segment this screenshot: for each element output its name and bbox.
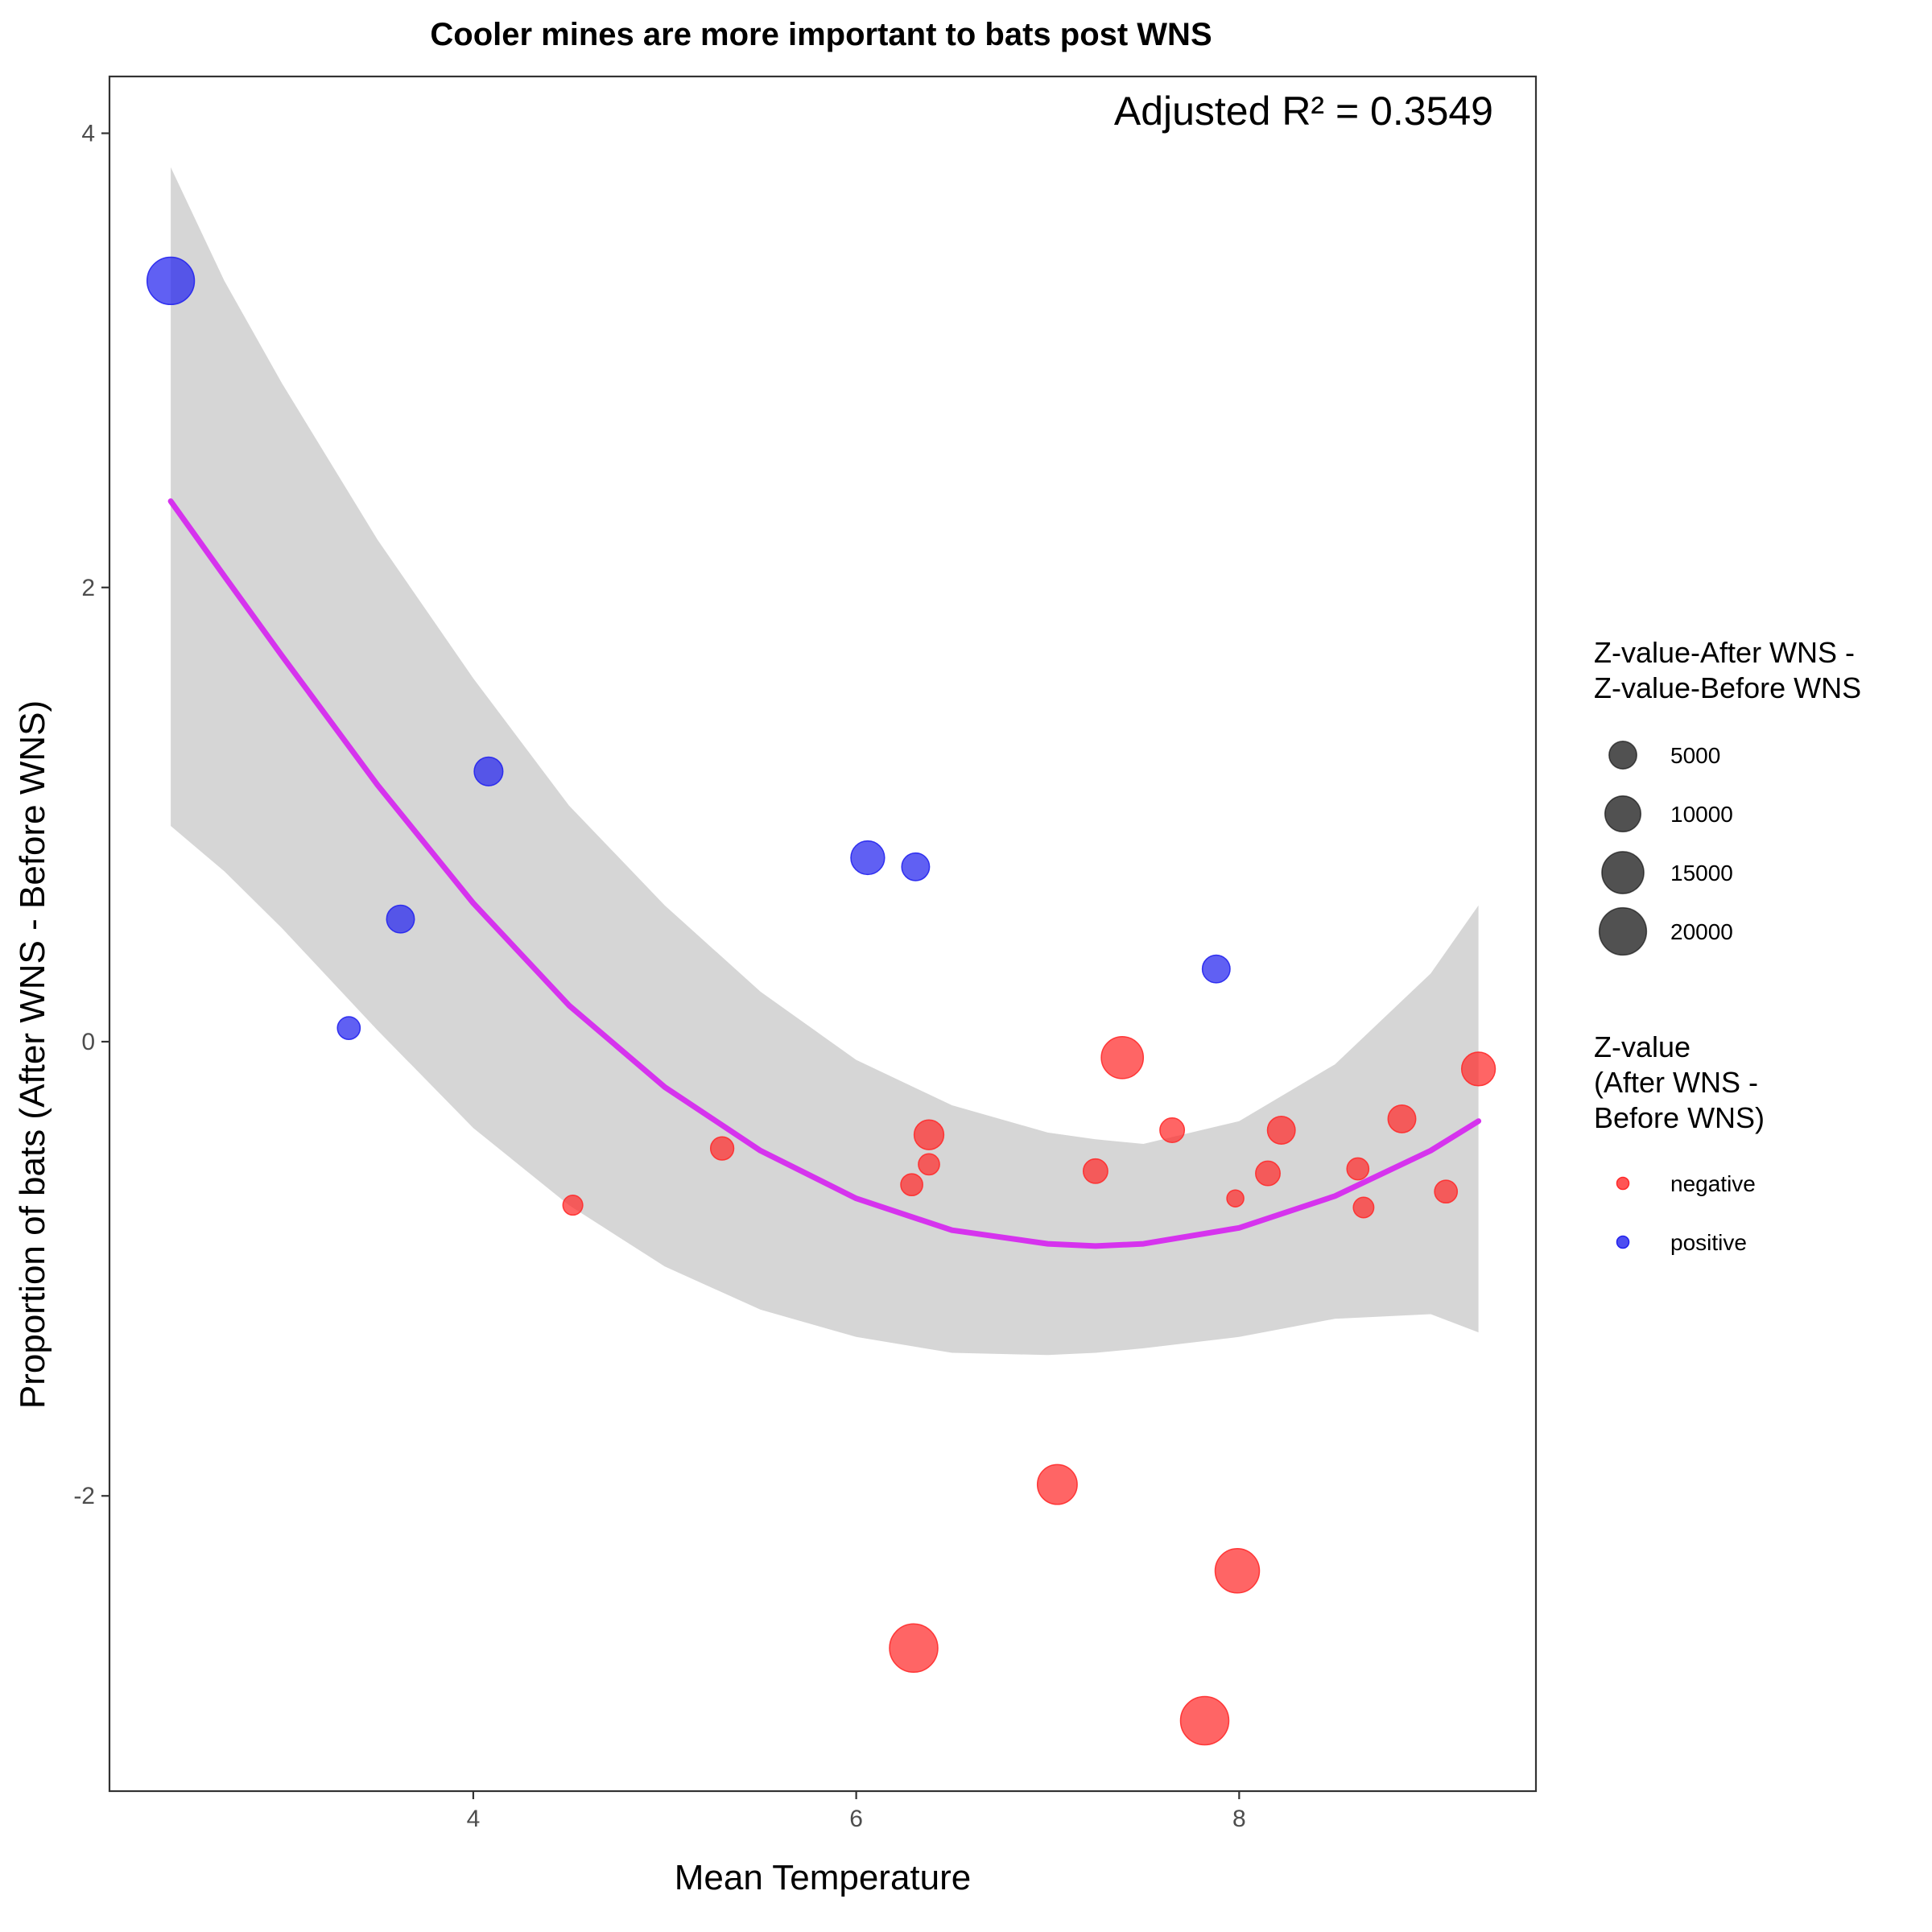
data-point-positive [386, 904, 415, 934]
data-point-negative [1266, 1116, 1296, 1145]
legend-size-title: Z-value-After WNS - [1594, 636, 1855, 669]
legend-size-title: Z-value-Before WNS [1594, 671, 1861, 704]
legend-color-label: negative [1670, 1171, 1756, 1196]
legend-size-key [1608, 741, 1637, 770]
data-point-negative [1179, 1695, 1230, 1746]
data-point-negative [900, 1173, 923, 1197]
data-point-negative [1159, 1117, 1186, 1143]
chart-title: Cooler mines are more important to bats … [430, 17, 1212, 52]
data-point-negative [1036, 1463, 1078, 1505]
fit-line [167, 498, 1482, 1249]
legend-size-key [1598, 906, 1648, 956]
data-point-negative [562, 1195, 584, 1216]
legend-color-title: Z-value [1594, 1030, 1690, 1063]
data-point-positive [901, 852, 931, 881]
data-point-negative [1434, 1179, 1459, 1204]
data-point-negative [913, 1119, 945, 1150]
data-point-positive [336, 1016, 361, 1040]
legend-color-title: Before WNS) [1594, 1101, 1765, 1134]
axes: 4 6 8 -2 0 2 4 [73, 121, 1245, 1832]
plot-area [146, 167, 1496, 1746]
data-point-negative [889, 1623, 939, 1674]
y-axis-label: Proportion of bats (After WNS - Before W… [13, 700, 52, 1409]
legend-size-key [1604, 795, 1642, 833]
data-point-positive [1201, 954, 1231, 984]
data-point-negative [1352, 1196, 1375, 1219]
x-axis-label: Mean Temperature [675, 1858, 972, 1897]
legend-size-key [1601, 851, 1645, 894]
data-point-negative [1460, 1051, 1496, 1087]
y-tick-label: 0 [81, 1029, 95, 1055]
confidence-ribbon [171, 167, 1479, 1356]
x-tick-label: 8 [1232, 1806, 1246, 1832]
data-point-negative [1214, 1548, 1261, 1594]
legend-color-label: positive [1670, 1230, 1747, 1255]
data-point-negative [1082, 1158, 1108, 1184]
data-point-negative [1346, 1157, 1370, 1181]
legend-size-label: 5000 [1670, 743, 1720, 768]
legend: Z-value-After WNS -Z-value-Before WNS 500… [1594, 636, 1861, 1255]
data-point-positive [146, 256, 196, 306]
data-point-negative [1226, 1189, 1245, 1208]
y-tick-label: 2 [81, 575, 95, 601]
data-point-positive [850, 840, 886, 876]
data-point-negative [709, 1136, 735, 1161]
x-tick-label: 6 [849, 1806, 863, 1832]
x-tick-label: 4 [467, 1806, 481, 1832]
legend-size-label: 20000 [1670, 919, 1733, 944]
data-point-negative [1387, 1104, 1417, 1133]
legend-color-key-negative [1616, 1176, 1630, 1191]
y-tick-label: -2 [73, 1483, 95, 1509]
legend-size-label: 15000 [1670, 861, 1733, 886]
data-point-positive [473, 756, 504, 786]
panel-border [108, 75, 1538, 1793]
data-point-negative [1100, 1035, 1145, 1080]
legend-size-label: 10000 [1670, 802, 1733, 827]
data-point-negative [918, 1153, 940, 1176]
y-tick-label: 4 [81, 121, 95, 147]
data-point-negative [1255, 1160, 1281, 1187]
r-squared-annotation: Adjusted R² = 0.3549 [1114, 89, 1493, 134]
legend-color-title: (After WNS - [1594, 1066, 1758, 1099]
legend-color-key-positive [1616, 1235, 1630, 1249]
